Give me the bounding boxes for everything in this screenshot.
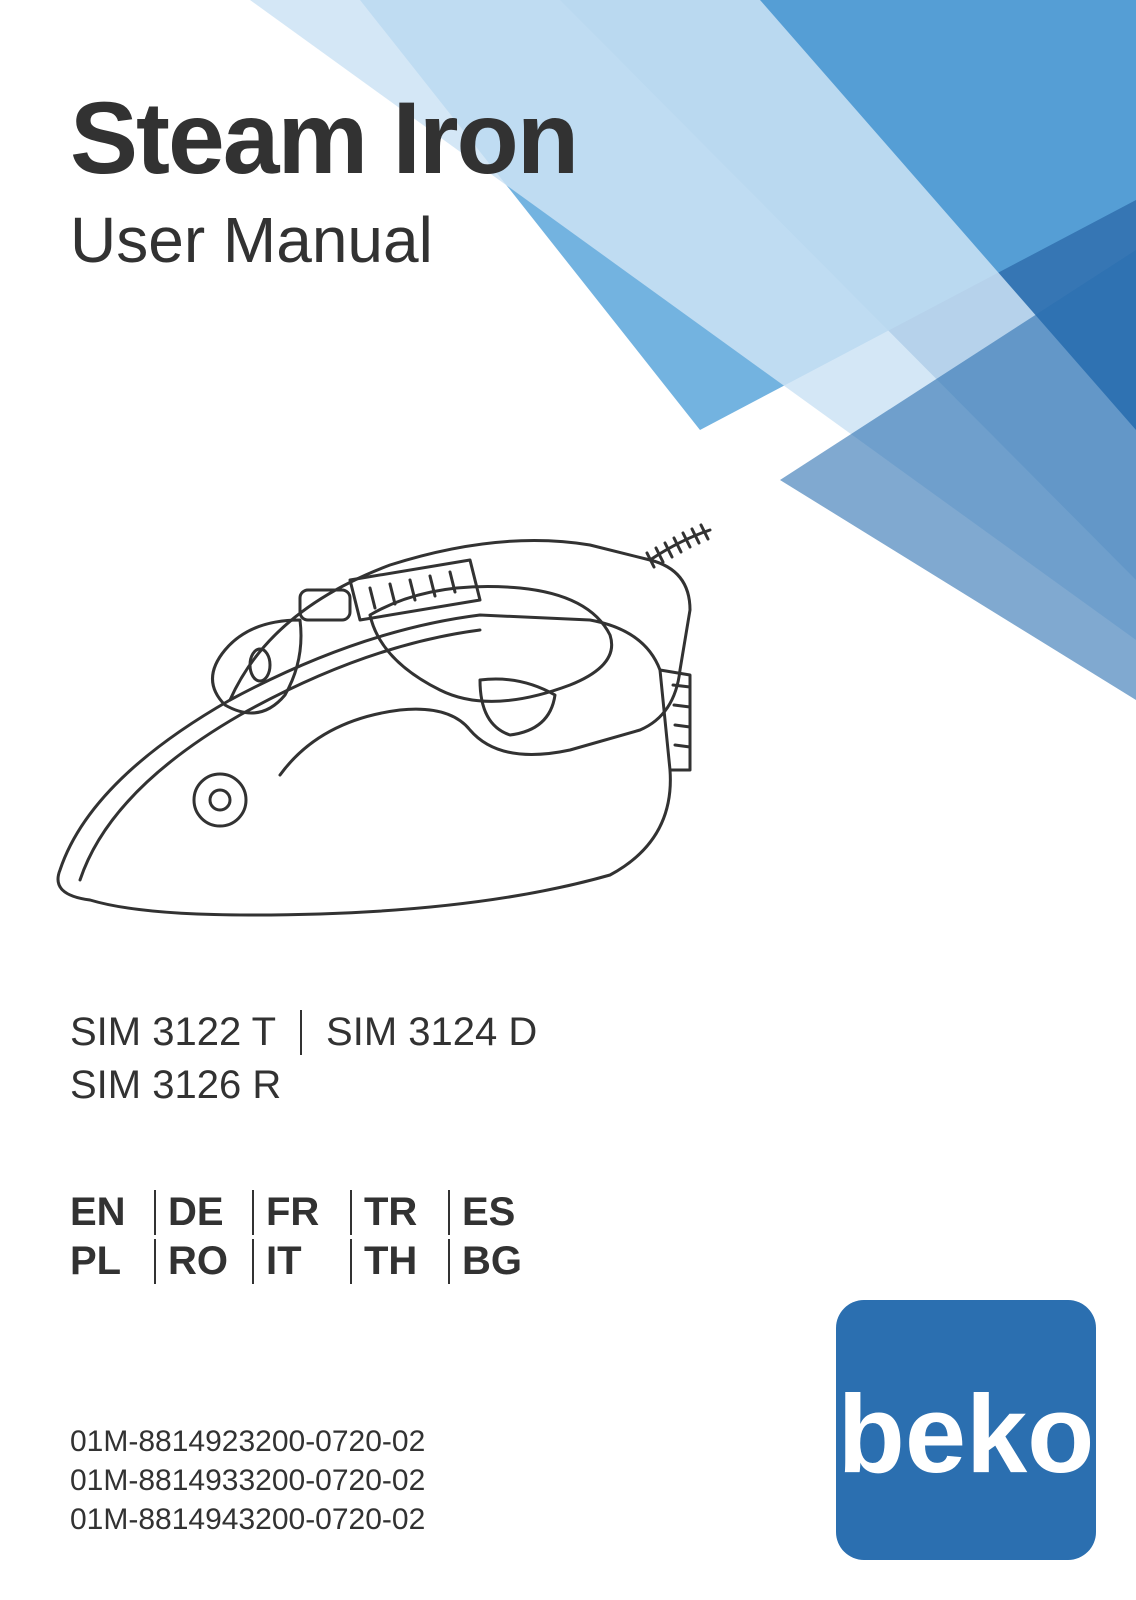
divider — [448, 1190, 450, 1235]
product-illustration — [50, 470, 750, 950]
lang-code: PL — [70, 1239, 142, 1284]
divider — [154, 1239, 156, 1284]
lang-code: TR — [364, 1190, 436, 1235]
part-number: 01M-8814943200-0720-02 — [70, 1500, 425, 1539]
model-number: SIM 3124 D — [326, 1010, 561, 1055]
title-block: Steam Iron User Manual — [70, 80, 577, 277]
lang-code: RO — [168, 1239, 240, 1284]
lang-code: EN — [70, 1190, 142, 1235]
part-number: 01M-8814933200-0720-02 — [70, 1461, 425, 1500]
language-list: EN DE FR TR ES PL RO IT TH BG — [70, 1190, 534, 1288]
brand-text: beko — [838, 1373, 1095, 1496]
model-list: SIM 3122 T SIM 3124 D SIM 3126 R — [70, 1010, 561, 1116]
subtitle: User Manual — [70, 203, 577, 277]
divider — [252, 1190, 254, 1235]
lang-code: IT — [266, 1239, 338, 1284]
brand-logo: beko — [836, 1300, 1096, 1560]
divider — [252, 1239, 254, 1284]
part-number: 01M-8814923200-0720-02 — [70, 1422, 425, 1461]
divider — [300, 1010, 302, 1055]
lang-code: BG — [462, 1239, 534, 1284]
model-number: SIM 3126 R — [70, 1063, 305, 1108]
model-number: SIM 3122 T — [70, 1010, 300, 1055]
divider — [350, 1190, 352, 1235]
part-number-list: 01M-8814923200-0720-02 01M-8814933200-07… — [70, 1422, 425, 1539]
divider — [448, 1239, 450, 1284]
lang-code: TH — [364, 1239, 436, 1284]
divider — [350, 1239, 352, 1284]
lang-code: DE — [168, 1190, 240, 1235]
divider — [154, 1190, 156, 1235]
product-title: Steam Iron — [70, 80, 577, 197]
lang-code: ES — [462, 1190, 534, 1235]
lang-code: FR — [266, 1190, 338, 1235]
